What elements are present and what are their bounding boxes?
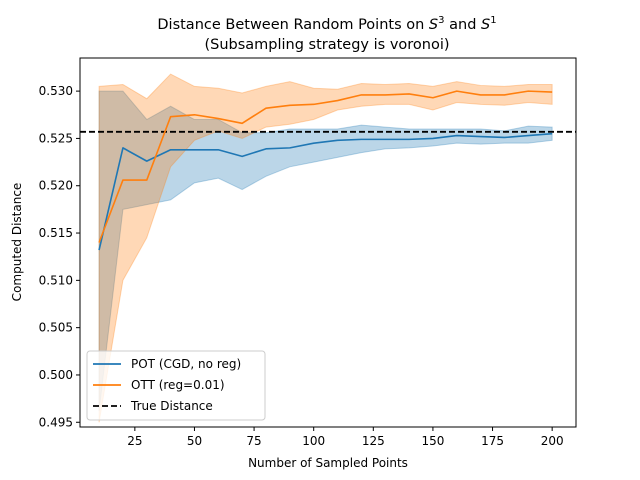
title-s3-base: S [429, 17, 438, 33]
x-tick-label: 75 [246, 434, 261, 448]
y-tick-label: 0.505 [39, 321, 73, 335]
y-tick-label: 0.500 [39, 368, 73, 382]
legend-box [86, 350, 266, 421]
x-tick-label: 100 [302, 434, 325, 448]
series-lines [98, 90, 553, 251]
plot-area-frame [79, 57, 577, 428]
chart-title-line-1: Distance Between Random Points on S3 and… [157, 15, 496, 33]
title-s3-exp: 3 [438, 15, 444, 26]
x-tick-label: 25 [127, 434, 142, 448]
y-tick-label: 0.495 [39, 415, 73, 429]
band-pot-cgd-no-reg [98, 90, 553, 411]
y-tick-label: 0.510 [39, 273, 73, 287]
x-tick-label: 200 [541, 434, 564, 448]
y-tick-label: 0.520 [39, 179, 73, 193]
chart-title-line-2: (Subsampling strategy is voronoi) [204, 37, 449, 53]
title-s1-base: S [481, 17, 490, 33]
x-tick-label: 125 [362, 434, 385, 448]
title-mid: and [445, 17, 482, 33]
title-prefix: Distance Between Random Points on [157, 17, 429, 33]
series-line-ott-reg-0-01 [98, 90, 553, 243]
x-tick-label: 175 [481, 434, 504, 448]
legend-label-ott: OTT (reg=0.01) [131, 378, 225, 392]
legend-label-true-distance: True Distance [130, 399, 213, 413]
y-tick-label: 0.515 [39, 226, 73, 240]
x-axis-ticks: 25 50 75 100 125 150 175 200 [127, 427, 564, 448]
y-axis-label: Computed Distance [10, 183, 24, 302]
y-tick-label: 0.525 [39, 131, 73, 145]
y-axis-ticks: 0.495 0.500 0.505 0.510 0.515 0.520 0.525 0.530 [39, 84, 80, 429]
title-s1-exp: 1 [490, 15, 496, 26]
legend-label-pot: POT (CGD, no reg) [131, 357, 241, 371]
legend: POT (CGD, no reg) OTT (reg=0.01) True Di… [86, 350, 266, 421]
x-axis-label: Number of Sampled Points [248, 456, 408, 470]
series-line-pot-cgd-no-reg [98, 132, 553, 251]
band-ott-reg-0-01 [98, 73, 553, 423]
x-tick-label: 150 [421, 434, 444, 448]
confidence-bands [98, 73, 553, 423]
y-tick-label: 0.530 [39, 84, 73, 98]
x-tick-label: 50 [187, 434, 202, 448]
